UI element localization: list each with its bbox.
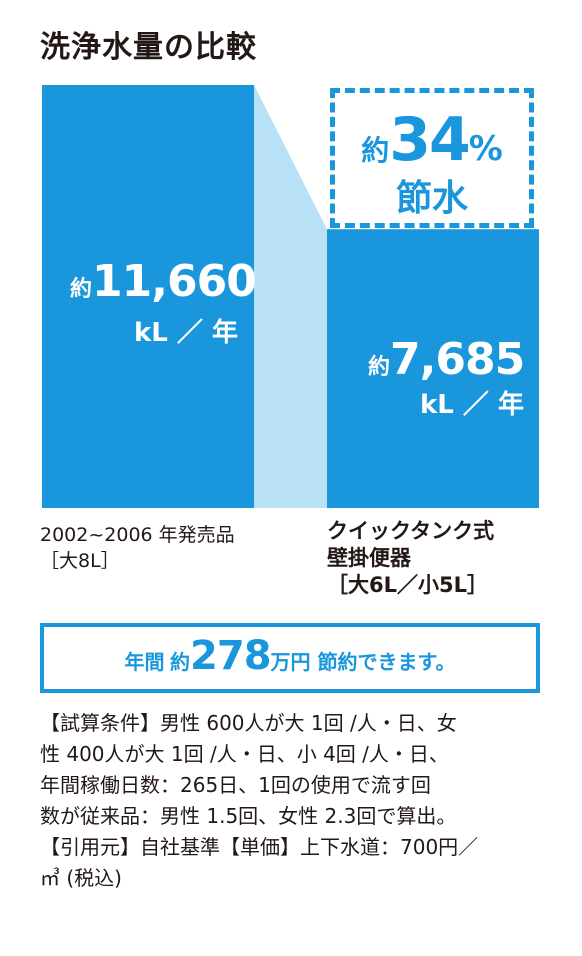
category-new-name1: クイックタンク式 bbox=[327, 519, 495, 543]
bar-old-value-label: 約11,660 bbox=[70, 256, 257, 307]
category-old-size: ［大8L］ bbox=[40, 550, 120, 572]
note-line: 【引用元】自社基準【単価】上下水道：700円／ bbox=[40, 835, 479, 859]
category-new: クイックタンク式 壁掛便器 ［大6L／小5L］ bbox=[327, 518, 494, 599]
note-line: ㎥ (税込) bbox=[40, 866, 122, 890]
bar-old-unit-label: kL ／ 年 bbox=[134, 318, 238, 348]
banner-prefix: 約 bbox=[170, 650, 191, 674]
savings-banner: 年間 約278万円 節約できます。 bbox=[40, 623, 540, 693]
calculation-notes: 【試算条件】男性 600人が大 1回 /人・日、女 性 400人が大 1回 /人… bbox=[40, 708, 545, 894]
note-line: 数が従来品：男性 1.5回、女性 2.3回で算出。 bbox=[40, 804, 457, 828]
bar-new-value-label: 約7,685 bbox=[368, 334, 525, 385]
category-old-name: 2002~2006 年発売品 bbox=[40, 524, 235, 546]
value-prefix: 約 bbox=[368, 355, 391, 380]
note-line: 【試算条件】男性 600人が大 1回 /人・日、女 bbox=[40, 711, 457, 735]
bar-old-model bbox=[42, 85, 254, 508]
connector-band bbox=[254, 85, 327, 508]
bar-quick-tank bbox=[327, 229, 539, 509]
callout-percent: % bbox=[468, 129, 503, 169]
banner-suffix: 万円 節約できます。 bbox=[270, 650, 456, 674]
category-new-size: ［大6L／小5L］ bbox=[327, 573, 488, 597]
note-line: 性 400人が大 1回 /人・日、小 4回 /人・日、 bbox=[40, 742, 449, 766]
banner-yearly: 年間 bbox=[124, 650, 165, 674]
page-title: 洗浄水量の比較 bbox=[40, 30, 257, 65]
banner-amount: 278 bbox=[190, 633, 271, 679]
value-number: 11,660 bbox=[92, 256, 257, 307]
value-number: 7,685 bbox=[390, 334, 525, 385]
value-prefix: 約 bbox=[70, 277, 93, 302]
bar-new-unit-label: kL ／ 年 bbox=[420, 390, 524, 420]
callout-label: 節水 bbox=[395, 178, 468, 219]
callout-prefix: 約 bbox=[361, 134, 390, 167]
callout-number: 34 bbox=[389, 105, 470, 175]
chart-area bbox=[42, 85, 539, 509]
category-old: 2002~2006 年発売品 ［大8L］ bbox=[40, 522, 235, 574]
note-line: 年間稼働日数：265日、1回の使用で流す回 bbox=[40, 773, 431, 797]
savings-callout: 約34% 節水 bbox=[330, 88, 534, 228]
category-new-name2: 壁掛便器 bbox=[327, 546, 411, 570]
